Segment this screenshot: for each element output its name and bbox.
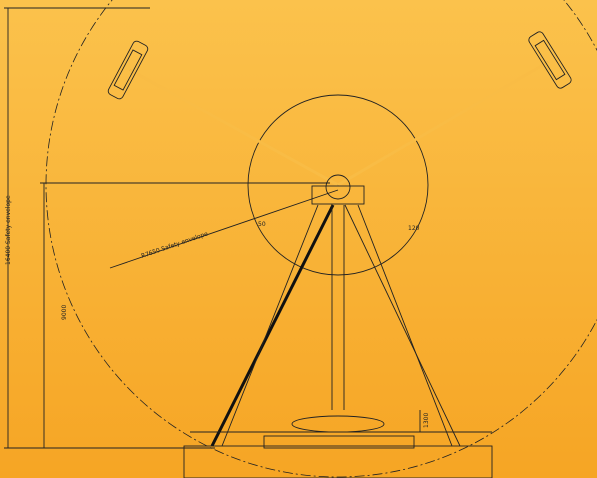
pivot-height: 9000 <box>61 305 68 320</box>
ride-drawing: 16400 Safety envelope 9000 R7650 Safety … <box>0 0 597 478</box>
base-height: 1300 <box>423 413 430 428</box>
envelope-height: 16400 Safety envelope <box>5 195 12 265</box>
background <box>0 0 597 478</box>
angle-left: 50 <box>258 221 266 228</box>
angle-right: 120 <box>408 225 420 232</box>
